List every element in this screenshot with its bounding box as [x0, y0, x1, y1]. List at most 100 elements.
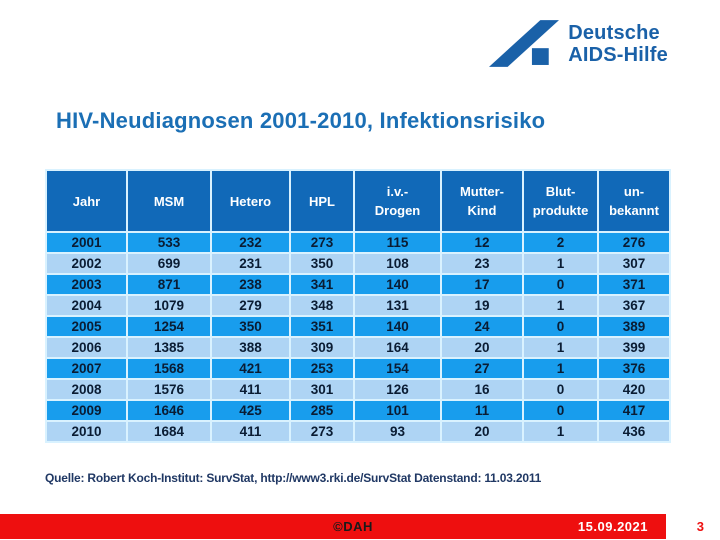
column-header: Mutter- Kind [440, 169, 524, 233]
footer-bar: ©DAH 15.09.2021 [0, 514, 666, 539]
table-cell: 238 [210, 273, 291, 296]
table-cell: 1568 [126, 357, 212, 380]
table-cell: 11 [440, 399, 524, 422]
table-cell: 12 [440, 231, 524, 254]
table-row: 2003 871 238 341 140 17 0 371 [45, 273, 671, 296]
page-number: 3 [696, 519, 704, 534]
table-row: 2006 1385 388 309 164 20 1 399 [45, 336, 671, 359]
table-cell: 1684 [126, 420, 212, 443]
slide-title: HIV-Neudiagnosen 2001-2010, Infektionsri… [56, 108, 546, 133]
table-cell: 341 [289, 273, 355, 296]
row-year-cell: 2010 [45, 420, 128, 443]
row-year-cell: 2008 [45, 378, 128, 401]
table-cell: 389 [597, 315, 671, 338]
logo-text-line1: Deutsche [568, 21, 660, 44]
table-cell: 253 [289, 357, 355, 380]
table-cell: 307 [597, 252, 671, 275]
table-header-row: Jahr MSM Hetero HPL i.v.- Drogen Mutter- Kind Bl… [45, 169, 671, 233]
table-cell: 126 [353, 378, 442, 401]
table-cell: 1 [522, 294, 599, 317]
table-cell: 0 [522, 273, 599, 296]
table-cell: 0 [522, 315, 599, 338]
table-head: Jahr MSM Hetero HPL i.v.- Drogen Mutter- Kind Bl… [45, 169, 671, 233]
table-cell: 285 [289, 399, 355, 422]
table-cell: 140 [353, 315, 442, 338]
table-cell: 140 [353, 273, 442, 296]
table-cell: 436 [597, 420, 671, 443]
table-cell: 0 [522, 378, 599, 401]
table-cell: 108 [353, 252, 442, 275]
table-cell: 411 [210, 420, 291, 443]
row-year-cell: 2007 [45, 357, 128, 380]
table-cell: 1646 [126, 399, 212, 422]
table-cell: 1 [522, 252, 599, 275]
table-cell: 20 [440, 420, 524, 443]
table-cell: 367 [597, 294, 671, 317]
table-cell: 16 [440, 378, 524, 401]
table-cell: 0 [522, 399, 599, 422]
row-year-cell: 2005 [45, 315, 128, 338]
table-row: 2008 1576 411 301 126 16 0 420 [45, 378, 671, 401]
row-year-cell: 2002 [45, 252, 128, 275]
table-cell: 420 [597, 378, 671, 401]
table-cell: 17 [440, 273, 524, 296]
table-cell: 1576 [126, 378, 212, 401]
table-cell: 276 [597, 231, 671, 254]
table-cell: 231 [210, 252, 291, 275]
logo-text-line2: AIDS-Hilfe [568, 43, 668, 66]
table-row: 2010 1684 411 273 93 20 1 436 [45, 420, 671, 443]
table-row: 2007 1568 421 253 154 27 1 376 [45, 357, 671, 380]
table-cell: 27 [440, 357, 524, 380]
table-cell: 93 [353, 420, 442, 443]
table-cell: 24 [440, 315, 524, 338]
column-header: Jahr [45, 169, 128, 233]
row-year-cell: 2001 [45, 231, 128, 254]
table-cell: 699 [126, 252, 212, 275]
table-row: 2004 1079 279 348 131 19 1 367 [45, 294, 671, 317]
table-cell: 1 [522, 357, 599, 380]
table-cell: 421 [210, 357, 291, 380]
table-cell: 1079 [126, 294, 212, 317]
table-cell: 20 [440, 336, 524, 359]
row-year-cell: 2009 [45, 399, 128, 422]
table-cell: 351 [289, 315, 355, 338]
table-row: 2001 533 232 273 115 12 2 276 [45, 231, 671, 254]
table-cell: 1385 [126, 336, 212, 359]
table-row: 2005 1254 350 351 140 24 0 389 [45, 315, 671, 338]
table-cell: 101 [353, 399, 442, 422]
table-cell: 23 [440, 252, 524, 275]
table-cell: 388 [210, 336, 291, 359]
table-cell: 1254 [126, 315, 212, 338]
table-cell: 232 [210, 231, 291, 254]
table-cell: 425 [210, 399, 291, 422]
column-header: un-bekannt [597, 169, 671, 233]
table-cell: 399 [597, 336, 671, 359]
dah-logo: Deutsche AIDS-Hilfe [489, 20, 668, 67]
table-cell: 348 [289, 294, 355, 317]
table-cell: 2 [522, 231, 599, 254]
column-header: MSM [126, 169, 212, 233]
table-cell: 1 [522, 420, 599, 443]
table-cell: 154 [353, 357, 442, 380]
table-cell: 115 [353, 231, 442, 254]
table-cell: 350 [289, 252, 355, 275]
row-year-cell: 2006 [45, 336, 128, 359]
table-cell: 279 [210, 294, 291, 317]
source-note: Quelle: Robert Koch-Institut: SurvStat, … [45, 471, 542, 485]
footer-date: 15.09.2021 [577, 519, 648, 534]
table-cell: 417 [597, 399, 671, 422]
table-cell: 273 [289, 420, 355, 443]
table-cell: 273 [289, 231, 355, 254]
dah-logo-text: Deutsche AIDS-Hilfe [568, 22, 668, 66]
dah-logo-icon [489, 20, 560, 67]
column-header: HPL [289, 169, 355, 233]
table-cell: 131 [353, 294, 442, 317]
table-cell: 309 [289, 336, 355, 359]
row-year-cell: 2003 [45, 273, 128, 296]
table-cell: 301 [289, 378, 355, 401]
copyright-label: ©DAH [333, 519, 373, 534]
table-cell: 1 [522, 336, 599, 359]
table-cell: 371 [597, 273, 671, 296]
table-body: 2001 533 232 273 115 12 2 276 2002 699 231 350 108 23… [45, 231, 671, 443]
